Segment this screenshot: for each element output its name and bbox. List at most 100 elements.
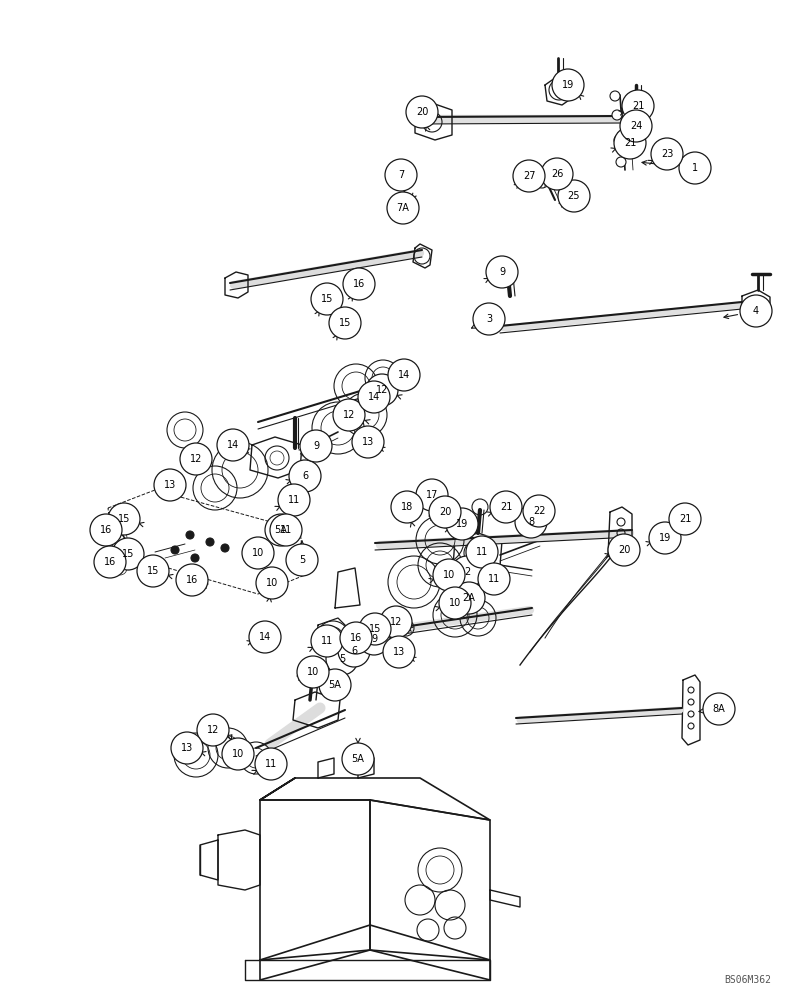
Circle shape <box>297 656 329 688</box>
Text: 20: 20 <box>416 107 428 117</box>
Text: 21: 21 <box>500 502 512 512</box>
Circle shape <box>608 534 640 566</box>
Text: 13: 13 <box>164 480 176 490</box>
Text: 19: 19 <box>456 519 468 529</box>
Circle shape <box>342 743 374 775</box>
Text: 15: 15 <box>122 549 134 559</box>
Text: 12: 12 <box>376 385 388 395</box>
Circle shape <box>610 91 620 101</box>
Text: 10: 10 <box>449 598 461 608</box>
Text: 5A: 5A <box>275 525 288 535</box>
Text: 24: 24 <box>629 121 642 131</box>
Text: 7: 7 <box>398 170 404 180</box>
Circle shape <box>116 519 124 527</box>
Text: 10: 10 <box>252 548 264 558</box>
Text: 12: 12 <box>207 725 219 735</box>
Text: 11: 11 <box>288 495 300 505</box>
Circle shape <box>329 307 361 339</box>
Circle shape <box>116 534 124 542</box>
Text: 1: 1 <box>692 163 698 173</box>
Circle shape <box>478 563 510 595</box>
Text: 20: 20 <box>618 545 630 555</box>
Text: 10: 10 <box>443 570 455 580</box>
Text: 21: 21 <box>632 101 644 111</box>
Circle shape <box>406 96 438 128</box>
Text: 19: 19 <box>562 80 574 90</box>
Circle shape <box>171 546 179 554</box>
Circle shape <box>439 587 471 619</box>
Circle shape <box>352 426 384 458</box>
Text: 14: 14 <box>259 632 271 642</box>
Circle shape <box>416 479 448 511</box>
Text: 13: 13 <box>362 437 374 447</box>
Circle shape <box>90 514 122 546</box>
Circle shape <box>333 399 365 431</box>
Text: 25: 25 <box>568 191 580 201</box>
Circle shape <box>453 582 485 614</box>
Circle shape <box>265 514 297 546</box>
Text: 5A: 5A <box>351 754 364 764</box>
Text: 4: 4 <box>753 306 759 316</box>
Circle shape <box>669 503 701 535</box>
Circle shape <box>191 554 199 562</box>
Circle shape <box>116 550 124 558</box>
Circle shape <box>286 544 318 576</box>
Text: 5: 5 <box>339 654 345 664</box>
Circle shape <box>366 374 398 406</box>
Circle shape <box>359 613 391 645</box>
Text: 13: 13 <box>181 743 193 753</box>
Text: 14: 14 <box>368 392 380 402</box>
Text: 9: 9 <box>313 441 319 451</box>
Circle shape <box>94 546 126 578</box>
Text: 2: 2 <box>464 567 470 577</box>
Text: 5A: 5A <box>329 680 342 690</box>
Text: 2A: 2A <box>462 593 475 603</box>
Circle shape <box>541 158 573 190</box>
Circle shape <box>649 522 681 554</box>
Circle shape <box>552 69 584 101</box>
Circle shape <box>197 714 229 746</box>
Circle shape <box>388 359 420 391</box>
Circle shape <box>176 564 208 596</box>
Circle shape <box>256 567 288 599</box>
Text: 12: 12 <box>190 454 202 464</box>
Text: 16: 16 <box>100 525 112 535</box>
Circle shape <box>249 621 281 653</box>
Circle shape <box>108 503 140 535</box>
Text: 19: 19 <box>659 533 671 543</box>
Circle shape <box>319 669 351 701</box>
Circle shape <box>358 623 390 655</box>
Circle shape <box>391 491 423 523</box>
Text: 16: 16 <box>353 279 365 289</box>
Circle shape <box>385 159 417 191</box>
Circle shape <box>221 544 229 552</box>
Text: 6: 6 <box>351 646 357 656</box>
Text: 10: 10 <box>307 667 319 677</box>
Text: 14: 14 <box>398 370 410 380</box>
Text: 9: 9 <box>371 634 377 644</box>
Text: 15: 15 <box>339 318 351 328</box>
Text: BS06M362: BS06M362 <box>725 975 772 985</box>
Text: 11: 11 <box>476 547 488 557</box>
Text: 21: 21 <box>624 138 636 148</box>
Circle shape <box>486 256 518 288</box>
Circle shape <box>612 110 622 120</box>
Text: 15: 15 <box>368 624 381 634</box>
Circle shape <box>490 491 522 523</box>
Circle shape <box>300 430 332 462</box>
Text: 20: 20 <box>439 507 451 517</box>
Circle shape <box>616 157 626 167</box>
Circle shape <box>206 538 214 546</box>
Text: 11: 11 <box>280 525 292 535</box>
Text: 11: 11 <box>265 759 277 769</box>
Circle shape <box>466 536 498 568</box>
Circle shape <box>137 555 169 587</box>
Text: 16: 16 <box>104 557 116 567</box>
Circle shape <box>289 460 321 492</box>
Circle shape <box>222 738 254 770</box>
Circle shape <box>255 748 287 780</box>
Text: 9: 9 <box>499 267 505 277</box>
Circle shape <box>338 635 370 667</box>
Text: 5: 5 <box>299 555 305 565</box>
Circle shape <box>513 160 545 192</box>
